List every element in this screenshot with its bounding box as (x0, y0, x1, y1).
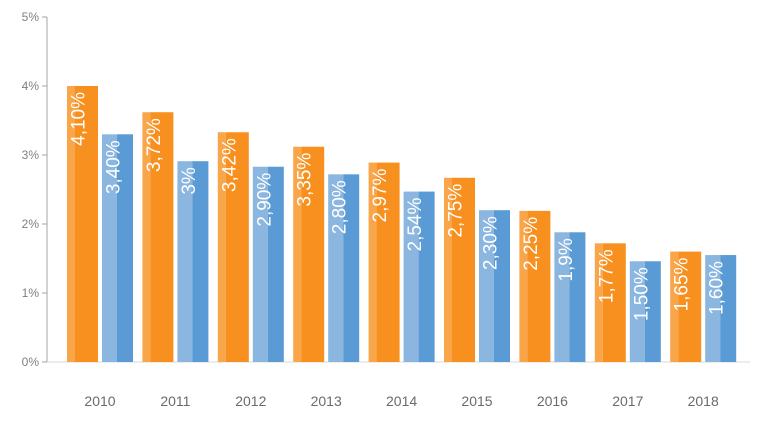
y-tick-label: 2% (22, 217, 40, 231)
bar-fill (343, 174, 360, 362)
bar-highlight (444, 177, 452, 362)
bar-fill (301, 146, 325, 362)
bar-fill (720, 255, 737, 362)
x-tick-label: 2015 (461, 393, 492, 409)
bar-2018-series-1 (670, 251, 702, 362)
bar-2012-series-1 (217, 132, 249, 362)
bar-highlight (554, 232, 570, 362)
data-label: 2,90% (254, 173, 275, 227)
bar-highlight (670, 251, 679, 362)
y-tick-label: 0% (22, 355, 40, 369)
bar-2015-series-1 (444, 177, 475, 362)
bar-fill (225, 132, 249, 362)
bar-highlight (705, 255, 721, 362)
data-label: 4,10% (69, 92, 90, 146)
data-label: 1,65% (672, 257, 693, 311)
bar-2013-series-1 (293, 146, 325, 362)
bar-highlight (629, 261, 645, 362)
data-label: 3,42% (219, 138, 240, 192)
data-label: 1,60% (707, 261, 728, 315)
data-label: 2,80% (330, 180, 351, 234)
y-tick-label: 5% (22, 10, 40, 24)
bar-2016-series-2 (554, 232, 586, 362)
data-labels: 4,10% 3,40% 3,72% 3% 3,42% 2,90% 3,35% 2,80% 2,9… (69, 92, 728, 321)
data-label: 1,9% (556, 238, 577, 281)
x-tick-label: 2016 (537, 393, 568, 409)
bar-highlight (102, 134, 117, 362)
bar-2010-series-2 (102, 134, 133, 362)
bar-highlight (217, 132, 226, 362)
bar-highlight (142, 112, 151, 362)
bar-2010-series-1 (67, 86, 98, 362)
bar-highlight (519, 210, 528, 362)
bar-2011-series-1 (142, 112, 174, 362)
data-label: 1,77% (596, 249, 617, 303)
bar-highlight (479, 210, 494, 362)
x-tick-label: 2011 (160, 393, 190, 409)
bar-fill (678, 251, 702, 362)
data-label: 2,25% (521, 217, 542, 271)
bar-fill (602, 243, 626, 362)
x-axis-labels: 2010 2011 2012 2013 2014 2015 2016 2017 2018 (84, 393, 719, 409)
x-tick-label: 2014 (386, 393, 417, 409)
bar-fill (418, 191, 435, 362)
bar-2016-series-1 (519, 210, 551, 362)
bar-2012-series-2 (252, 166, 284, 362)
data-label: 3,72% (144, 118, 165, 172)
y-tick-label: 4% (22, 79, 40, 93)
bar-highlight (368, 162, 377, 362)
bar-2014-series-2 (403, 191, 435, 362)
bar-fill (117, 134, 133, 362)
bar-2017-series-2 (629, 261, 661, 362)
bars (67, 86, 737, 362)
bar-fill (527, 210, 551, 362)
bar-fill (376, 162, 400, 362)
bar-fill (644, 261, 661, 362)
bar-fill (569, 232, 586, 362)
bar-highlight (67, 86, 75, 362)
bar-2014-series-1 (368, 162, 400, 362)
bar-fill (267, 166, 284, 362)
bar-highlight (293, 146, 302, 362)
bar-2017-series-1 (594, 243, 626, 362)
x-tick-label: 2018 (688, 393, 719, 409)
bar-2011-series-2 (177, 161, 209, 362)
data-label: 3,35% (295, 153, 316, 207)
x-tick-label: 2012 (235, 393, 266, 409)
data-label: 1,50% (631, 267, 652, 321)
data-label: 3% (179, 167, 200, 195)
bar-highlight (403, 191, 419, 362)
bar-2013-series-2 (328, 174, 360, 362)
bar-highlight (177, 161, 193, 362)
bar-fill (452, 177, 475, 362)
bar-fill (192, 161, 209, 362)
bar-fill (75, 86, 98, 362)
x-tick-label: 2013 (311, 393, 342, 409)
bar-fill (494, 210, 510, 362)
bar-highlight (252, 166, 268, 362)
data-label: 2,54% (405, 197, 426, 251)
y-tick-label: 3% (22, 148, 40, 162)
bar-fill (150, 112, 174, 362)
x-tick-label: 2010 (84, 393, 115, 409)
y-tick-label: 1% (22, 286, 40, 300)
bar-2015-series-2 (479, 210, 510, 362)
bar-2018-series-2 (705, 255, 737, 362)
data-label: 2,30% (481, 216, 502, 270)
data-label: 3,40% (104, 140, 125, 194)
data-label: 2,97% (370, 168, 391, 222)
data-label: 2,75% (446, 184, 467, 238)
x-tick-label: 2017 (612, 393, 643, 409)
bar-highlight (328, 174, 344, 362)
bar-highlight (594, 243, 603, 362)
